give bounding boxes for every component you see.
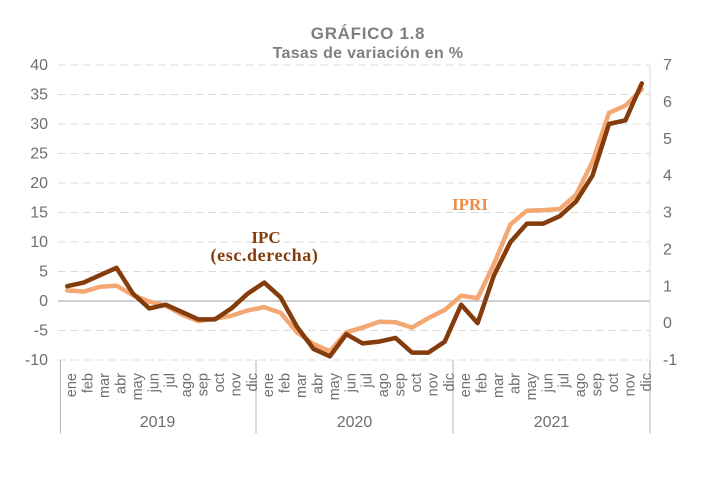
svg-text:jun: jun <box>540 373 556 393</box>
svg-text:dic: dic <box>442 373 458 392</box>
svg-text:nov: nov <box>622 372 638 396</box>
svg-text:6: 6 <box>663 94 672 111</box>
svg-text:jul: jul <box>557 373 573 389</box>
svg-text:5: 5 <box>663 131 672 148</box>
svg-text:15: 15 <box>30 205 48 222</box>
svg-text:dic: dic <box>245 373 261 392</box>
svg-text:-1: -1 <box>663 352 677 369</box>
svg-text:mar: mar <box>294 373 310 398</box>
svg-text:ago: ago <box>573 373 589 397</box>
svg-text:nov: nov <box>228 372 244 396</box>
svg-text:feb: feb <box>278 373 294 393</box>
svg-text:30: 30 <box>30 116 48 133</box>
svg-text:nov: nov <box>425 372 441 396</box>
svg-text:10: 10 <box>30 234 48 251</box>
svg-text:mar: mar <box>491 373 507 398</box>
svg-text:may: may <box>327 372 343 400</box>
svg-text:jun: jun <box>146 373 162 393</box>
svg-text:40: 40 <box>30 57 48 74</box>
svg-text:dic: dic <box>639 373 655 392</box>
svg-text:jul: jul <box>360 373 376 389</box>
svg-text:2021: 2021 <box>534 414 570 431</box>
svg-text:feb: feb <box>475 373 491 393</box>
svg-text:25: 25 <box>30 146 48 163</box>
svg-text:jun: jun <box>343 373 359 393</box>
svg-text:4: 4 <box>663 168 672 185</box>
svg-text:Tasas de variación en %: Tasas de variación en % <box>273 45 464 62</box>
svg-text:abr: abr <box>311 373 327 394</box>
svg-text:ago: ago <box>179 373 195 397</box>
svg-text:(esc.derecha): (esc.derecha) <box>211 245 319 266</box>
svg-text:ago: ago <box>376 373 392 397</box>
svg-text:7: 7 <box>663 57 672 74</box>
svg-text:2: 2 <box>663 241 672 258</box>
svg-text:-5: -5 <box>34 323 48 340</box>
svg-text:1: 1 <box>663 278 672 295</box>
svg-text:mar: mar <box>97 373 113 398</box>
svg-text:oct: oct <box>606 373 622 392</box>
svg-text:2019: 2019 <box>140 414 176 431</box>
svg-text:0: 0 <box>663 315 672 332</box>
svg-text:IPC: IPC <box>251 228 280 247</box>
svg-text:abr: abr <box>508 373 524 394</box>
svg-text:feb: feb <box>81 373 97 393</box>
svg-text:jul: jul <box>163 373 179 389</box>
svg-text:IPRI: IPRI <box>452 195 488 214</box>
svg-text:0: 0 <box>39 293 48 310</box>
svg-text:ene: ene <box>261 373 277 397</box>
svg-text:ene: ene <box>64 373 80 397</box>
svg-text:oct: oct <box>212 373 228 392</box>
svg-text:may: may <box>524 372 540 400</box>
svg-text:5: 5 <box>39 264 48 281</box>
svg-text:35: 35 <box>30 87 48 104</box>
svg-text:oct: oct <box>409 373 425 392</box>
svg-text:sep: sep <box>196 373 212 396</box>
svg-text:20: 20 <box>30 175 48 192</box>
svg-text:2020: 2020 <box>337 414 373 431</box>
svg-text:ene: ene <box>458 373 474 397</box>
svg-text:may: may <box>130 372 146 400</box>
svg-text:sep: sep <box>590 373 606 396</box>
svg-text:3: 3 <box>663 205 672 222</box>
svg-text:sep: sep <box>393 373 409 396</box>
svg-text:abr: abr <box>114 373 130 394</box>
svg-text:-10: -10 <box>25 352 48 369</box>
svg-text:GRÁFICO 1.8: GRÁFICO 1.8 <box>311 24 425 43</box>
